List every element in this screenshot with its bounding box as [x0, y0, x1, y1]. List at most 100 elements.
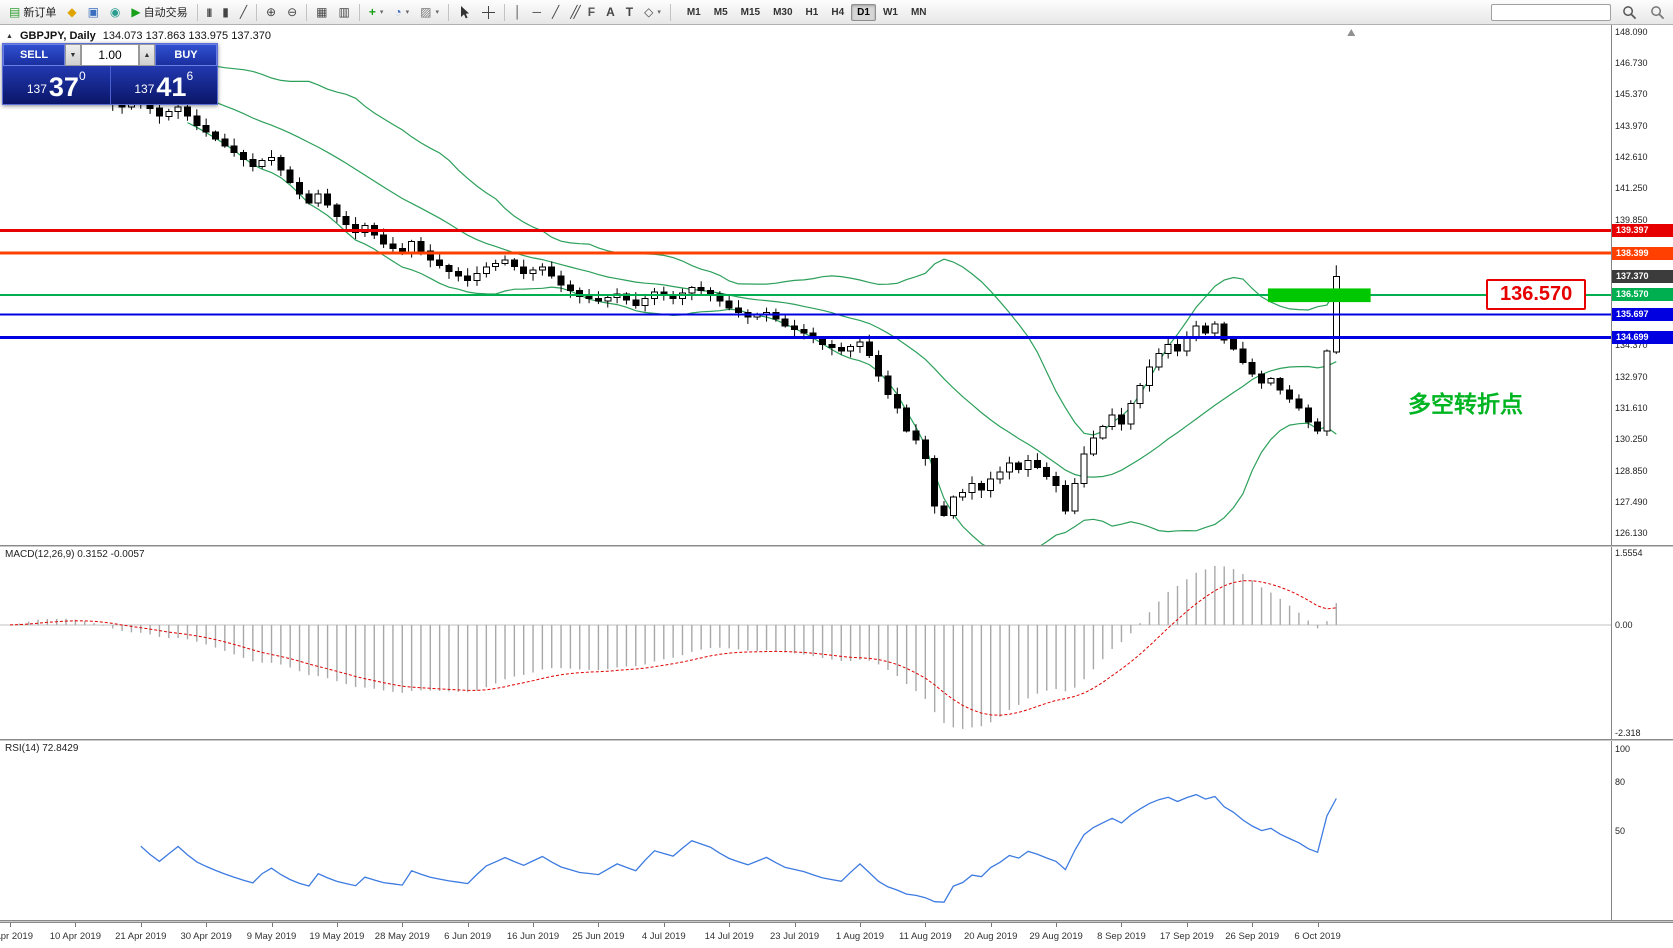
fibonacci-button[interactable]: F	[583, 2, 600, 23]
buy-price[interactable]: 137 41 6	[111, 66, 218, 104]
timeframe-button-m15[interactable]: M15	[740, 6, 761, 18]
new-order-label: 新订单	[23, 7, 57, 19]
crosshair-button[interactable]	[477, 2, 500, 23]
axis-label: 100	[1615, 744, 1631, 754]
volume-increase-button[interactable]: ▲	[139, 44, 155, 66]
macd-plot[interactable]: MACD(12,26,9) 0.3152 -0.0057	[0, 547, 1611, 739]
main-chart-plot[interactable]: ▲ GBPJPY, Daily 134.073 137.863 133.975 …	[0, 25, 1611, 545]
shapes-button[interactable]: ◇ ▾	[639, 2, 666, 23]
sell-price-big: 37	[48, 72, 79, 102]
sell-price-pip: 0	[78, 69, 86, 83]
time-label: 11 Aug 2019	[898, 931, 952, 942]
search-button[interactable]	[1619, 2, 1639, 22]
chevron-down-icon: ▾	[657, 9, 661, 16]
timeframe-button-m5[interactable]: M5	[713, 6, 728, 18]
time-label: 20 Aug 2019	[964, 931, 1018, 942]
sell-button[interactable]: SELL	[3, 44, 65, 66]
main-chart-row: ▲ GBPJPY, Daily 134.073 137.863 133.975 …	[0, 25, 1673, 545]
price-divider	[109, 66, 111, 104]
bar-chart-button[interactable]: |||	[202, 2, 217, 23]
time-tick	[467, 923, 469, 927]
toolbar-search-area	[1491, 2, 1669, 22]
periods-button[interactable]: ◔ ▾	[389, 2, 414, 23]
sell-price[interactable]: 137 37 0	[3, 66, 110, 104]
symbol-header: ▲ GBPJPY, Daily 134.073 137.863 133.975 …	[6, 30, 271, 42]
buy-price-pip: 6	[186, 69, 194, 83]
cursor-icon	[461, 6, 470, 19]
templates-button[interactable]: ▨ ▾	[415, 2, 444, 23]
vertical-line-button[interactable]: │	[509, 2, 527, 23]
line-chart-icon: ╱	[239, 5, 248, 19]
axis-label: 143.970	[1615, 121, 1648, 132]
macd-label: MACD(12,26,9) 0.3152 -0.0057	[5, 549, 145, 560]
rsi-canvas[interactable]	[0, 741, 1611, 920]
chevron-down-icon: ▾	[435, 9, 440, 16]
timeframe-button-h1[interactable]: H1	[805, 6, 819, 18]
indicators-button[interactable]: + ▾	[364, 2, 389, 23]
bid-price-tag: 137.370	[1612, 270, 1673, 284]
new-order-button[interactable]: ▤ 新订单	[4, 2, 61, 23]
axis-label: 126.130	[1615, 527, 1648, 538]
trendline-button[interactable]: ╱	[547, 2, 564, 23]
main-chart-canvas[interactable]	[0, 25, 1611, 545]
timeframe-button-mn[interactable]: MN	[910, 6, 927, 18]
metaeditor-button[interactable]: ◆	[62, 2, 81, 23]
autotrading-button[interactable]: ▶ 自动交易	[126, 2, 192, 23]
tile-windows-button[interactable]: ▦	[311, 2, 332, 23]
axis-label: 145.370	[1615, 89, 1648, 100]
panel-splitter[interactable]	[0, 545, 1673, 547]
volume-decrease-button[interactable]: ▼	[65, 44, 81, 66]
panel-toggle-icon[interactable]: ▲	[6, 32, 13, 40]
toolbar-separator	[669, 3, 671, 21]
text-label-button[interactable]: T	[621, 2, 638, 23]
channel-button[interactable]: ╱╱	[565, 2, 581, 23]
time-label: 9 May 2019	[246, 931, 297, 942]
find-symbol-button[interactable]	[1647, 2, 1667, 22]
rsi-plot[interactable]: RSI(14) 72.8429	[0, 741, 1611, 920]
macd-canvas[interactable]	[0, 547, 1611, 739]
timeframe-button-m1[interactable]: M1	[686, 6, 701, 18]
time-tick	[663, 923, 665, 927]
zoom-out-button[interactable]: ⊖	[282, 2, 302, 23]
bid-ask-display: 137 37 0 137 41 6	[3, 66, 217, 104]
navigator-icon: ◉	[109, 5, 121, 19]
timeframe-button-d1[interactable]: D1	[851, 3, 876, 21]
timeframe-button-h4[interactable]: H4	[831, 6, 845, 18]
macd-scale[interactable]: 1.5554 0.00 -2.318	[1611, 547, 1673, 739]
line-chart-button[interactable]: ╱	[235, 2, 252, 23]
macd-row: MACD(12,26,9) 0.3152 -0.0057 1.5554 0.00 -…	[0, 547, 1673, 739]
price-callout-label[interactable]: 136.570	[1486, 278, 1587, 310]
text-icon: A	[606, 5, 615, 19]
magnifier-icon	[1650, 5, 1664, 19]
price-scale[interactable]: 148.090 146.730 145.370 143.970 142.610 141.2…	[1611, 25, 1673, 545]
toolbar-separator	[358, 3, 360, 21]
volume-input[interactable]	[81, 44, 139, 66]
clock-icon: ◔	[394, 5, 402, 19]
axis-label: 146.730	[1615, 58, 1648, 69]
rsi-scale[interactable]: 100 80 50	[1611, 741, 1673, 920]
timeframe-group: M1 M5 M15 M30 H1 H4 D1 W1 MN	[681, 3, 933, 21]
toolbar-separator	[196, 3, 198, 21]
cursor-button[interactable]	[453, 2, 476, 23]
panel-splitter[interactable]	[0, 739, 1673, 741]
time-scale[interactable]: 1 Apr 2019 10 Apr 2019 21 Apr 2019 30 Apr 2…	[0, 922, 1673, 948]
zoom-in-button[interactable]: ⊕	[261, 2, 281, 23]
axis-label: 132.970	[1615, 371, 1648, 382]
timeframe-button-w1[interactable]: W1	[882, 6, 898, 18]
panel-splitter[interactable]	[0, 920, 1673, 922]
shapes-icon: ◇	[644, 5, 654, 19]
turning-point-note[interactable]: 多空转折点	[1408, 391, 1523, 418]
horizontal-line-button[interactable]: ─	[528, 2, 547, 23]
timeframe-button-m30[interactable]: M30	[773, 6, 793, 18]
market-watch-button[interactable]: ▣	[83, 2, 104, 23]
text-button[interactable]: A	[601, 2, 620, 23]
navigator-button[interactable]: ◉	[105, 2, 125, 23]
hline-price-tag: 134.699	[1612, 330, 1673, 344]
buy-button[interactable]: BUY	[155, 44, 217, 66]
cascade-windows-button[interactable]: ▥	[334, 2, 355, 23]
time-label: 6 Oct 2019	[1294, 931, 1341, 942]
time-label: 28 May 2019	[374, 931, 430, 942]
time-label: 4 Jul 2019	[641, 931, 686, 942]
search-input[interactable]	[1491, 3, 1611, 21]
candlestick-chart-button[interactable]: ▮	[217, 2, 234, 23]
